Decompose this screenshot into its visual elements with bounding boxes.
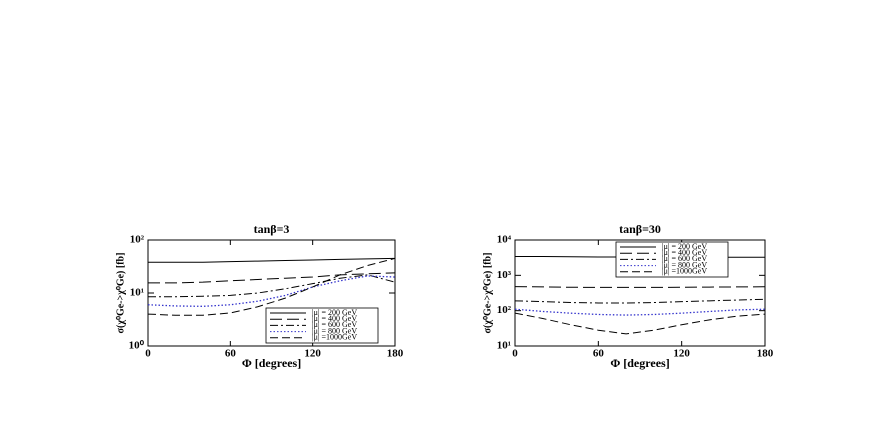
y-axis-label: σ(χ⁰Ge->χ⁰Ge) [fb]: [482, 253, 493, 334]
y-tick-label: 10³: [497, 269, 512, 281]
chart: tanβ=3 Φ [degrees] σ(χ⁰Ge->χ⁰Ge) [fb] 0 60 12…: [115, 222, 403, 370]
y-tick-label: 10²: [130, 234, 145, 246]
legend-text: |μ| = 400 GeV: [312, 314, 357, 323]
chart-title: tanβ=30: [619, 222, 661, 236]
y-tick-label: 10⁰: [129, 340, 145, 352]
legend-box: [615, 241, 729, 278]
x-tick-label: 120: [673, 348, 690, 360]
x-tick-label: 120: [304, 348, 321, 360]
chart: tanβ=30 Φ [degrees] σ(χ⁰Ge->χ⁰Ge) [fb] 0 60 1…: [482, 222, 773, 370]
series-line: [515, 298, 765, 304]
series-line: [515, 308, 765, 316]
legend-text: |μ| =1000GeV: [662, 267, 707, 276]
legend-text: |μ| =1000GeV: [312, 333, 357, 342]
legend-text: |μ| = 600 GeV: [662, 254, 707, 263]
x-axis-label: Φ [degrees]: [242, 356, 301, 370]
x-tick-label: 60: [225, 348, 237, 360]
legend-text: |μ| = 400 GeV: [662, 248, 707, 257]
y-tick-label: 10⁴: [497, 234, 512, 246]
x-tick-label: 0: [145, 348, 151, 360]
y-tick-label: 10¹: [497, 340, 511, 352]
legend-text: |μ| = 800 GeV: [312, 326, 357, 335]
legend-text: |μ| = 200 GeV: [312, 308, 357, 317]
x-axis-label: Φ [degrees]: [610, 356, 669, 370]
series-line: [515, 286, 765, 288]
y-axis-label: σ(χ⁰Ge->χ⁰Ge) [fb]: [115, 253, 126, 334]
series-line: [148, 272, 395, 284]
series-line: [515, 312, 765, 335]
legend-text: |μ| = 200 GeV: [662, 242, 707, 251]
plot-frame: [147, 239, 396, 347]
legend-text: |μ| = 800 GeV: [662, 260, 707, 269]
x-tick-label: 0: [512, 348, 518, 360]
x-tick-label: 180: [387, 348, 404, 360]
y-tick-label: 10¹: [130, 287, 144, 299]
x-tick-label: 180: [757, 348, 774, 360]
plot-frame: [514, 239, 766, 347]
x-tick-label: 60: [593, 348, 605, 360]
series-line: [148, 257, 395, 263]
series-line: [148, 257, 395, 316]
legend-box: [265, 307, 379, 344]
y-tick-label: 10²: [497, 304, 512, 316]
series-line: [148, 274, 395, 298]
chart-title: tanβ=3: [254, 222, 290, 236]
legend-text: |μ| = 600 GeV: [312, 320, 357, 329]
